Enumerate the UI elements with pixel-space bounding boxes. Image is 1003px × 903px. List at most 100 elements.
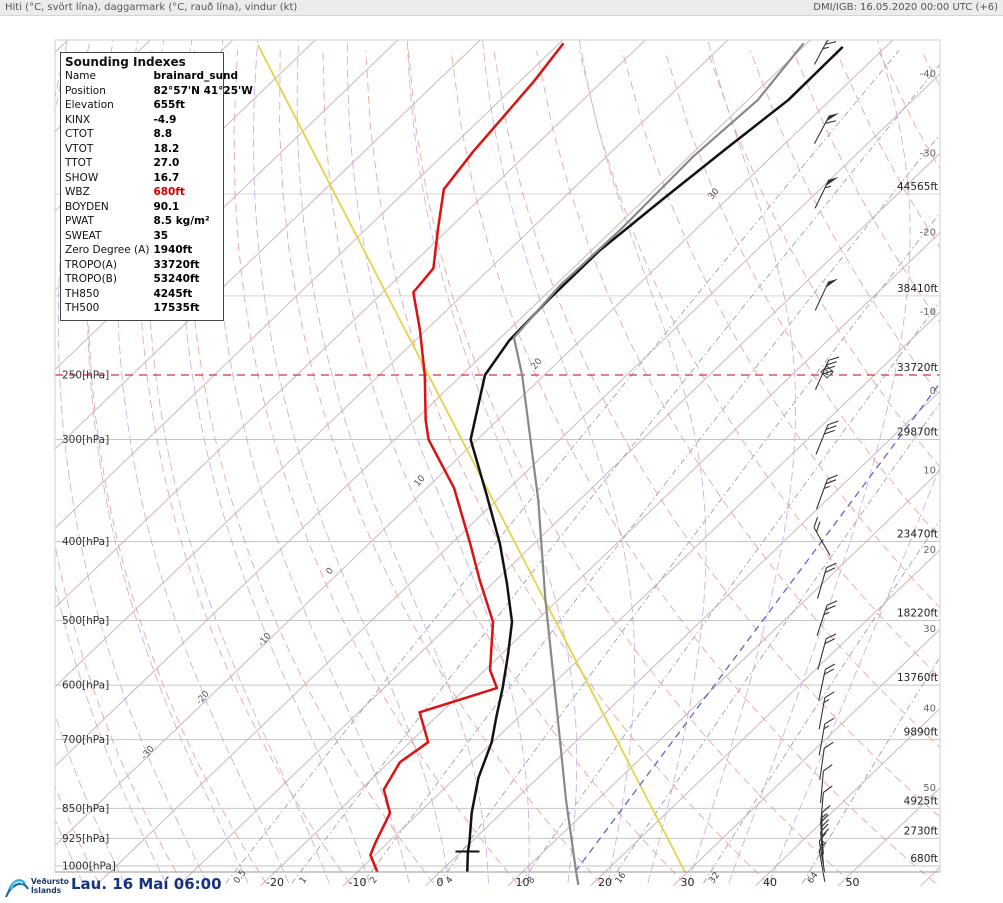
index-row: TROPO(B) 53240ft <box>65 273 253 288</box>
index-label: SHOW <box>65 171 99 184</box>
isotherm-line <box>672 628 940 886</box>
isotherm-line <box>755 707 940 886</box>
mixing-ratio-label: 1 <box>298 875 309 885</box>
temp-tick-labels-group: -20 -10 0 10 20 30 40 50 <box>266 876 859 889</box>
wind-barb <box>820 764 833 803</box>
moist-adiabat-line <box>55 713 125 884</box>
wind-barb <box>815 420 839 455</box>
index-label: Position <box>65 84 106 97</box>
pressure-labels-group: 250[hPa] 300[hPa] 400[hPa] 500[hPa] 600[hPa]… <box>62 369 116 872</box>
index-row: SHOW 16.7 <box>65 172 253 187</box>
dry-adiabat-line <box>233 50 518 884</box>
index-value: 8.8 <box>153 128 173 140</box>
dry-adiabat-line <box>279 50 602 884</box>
mixing-ratio-line <box>703 519 940 884</box>
index-label: CTOT <box>65 128 94 140</box>
isotherm-right-label: -20 <box>920 228 936 239</box>
index-label: VTOT <box>65 142 94 155</box>
isotherm-line <box>507 469 940 886</box>
mixing-ratio-label: 4 <box>444 875 456 886</box>
dry-adiabat-line <box>186 50 434 884</box>
vedurstofa-logo-icon: Veðurstofa Íslands <box>5 877 77 898</box>
moist-adiabat-line <box>296 40 489 884</box>
mixing-ratio-label: 8 <box>526 875 538 886</box>
isotherm-right-labels-group: -40 -30 -20 -10 0 10 20 30 40 50 <box>920 69 936 794</box>
wind-barb <box>818 841 827 882</box>
index-label: Name <box>65 70 96 82</box>
isotherm-line <box>55 40 481 450</box>
header-right-label: DMI/IGB: 16.05.2020 00:00 UTC (+6) <box>813 2 998 13</box>
wind-barb <box>816 474 838 510</box>
isotherm-line <box>55 40 564 529</box>
altitude-label: 23470ft <box>897 528 938 540</box>
wind-barb <box>819 741 834 781</box>
wind-barb <box>814 278 839 311</box>
adiabat-label: 0 <box>325 566 337 577</box>
index-row: WBZ 680ft <box>65 186 253 201</box>
altitude-label: 680ft <box>910 853 938 865</box>
index-row: SWEAT 35 <box>65 230 253 245</box>
isotherm-right-label: 20 <box>923 545 936 556</box>
index-value: 33720ft <box>153 258 200 271</box>
pressure-label: 700[hPa] <box>62 734 109 746</box>
altitude-label: 13760ft <box>897 672 938 684</box>
dry-adiabats-group <box>0 50 1003 884</box>
mixing-ratio-labels-group: 0.5 1 2 4 8 16 32 64 <box>232 868 821 885</box>
isotherm-right-label: -10 <box>920 307 936 318</box>
index-label: SWEAT <box>65 229 102 242</box>
index-label: TROPO(A) <box>65 258 117 271</box>
index-value: 35 <box>153 229 169 242</box>
temp-tick-label: -20 <box>266 876 284 889</box>
isotherm-line <box>55 40 646 609</box>
moist-adiabat-line <box>768 465 940 884</box>
index-label: Zero Degree (A) <box>65 244 150 256</box>
altitude-label: 9890ft <box>904 727 938 739</box>
dry-adiabat-line <box>450 50 936 884</box>
vedurstofa-logo: Veðurstofa Íslands <box>5 871 77 903</box>
index-label: KINX <box>65 113 91 126</box>
moist-adiabat-line <box>0 32 41 883</box>
index-value: 655ft <box>153 99 185 111</box>
index-value: 8.5 kg/m² <box>153 215 210 227</box>
isotherm-line <box>55 40 811 767</box>
mixing-ratio-label: 64 <box>806 870 821 885</box>
moist-adiabat-line <box>55 40 167 884</box>
mixing-ratio-line <box>520 300 940 884</box>
index-value: 82°57'N 41°25'W <box>153 84 253 97</box>
index-row: Zero Degree (A) 1940ft <box>65 244 253 259</box>
dry-adiabat-line <box>0 50 15 883</box>
index-value: 27.0 <box>153 157 180 169</box>
moist-adiabat-line <box>347 40 530 884</box>
moist-adiabats-group <box>0 32 940 884</box>
index-label: TH850 <box>65 287 100 300</box>
isotherm-right-label: 50 <box>923 783 936 794</box>
index-row: TH500 17535ft <box>65 302 253 317</box>
dry-adiabat-line <box>55 50 183 884</box>
isotherm-line <box>260 231 940 886</box>
moist-adiabat-line <box>687 40 797 884</box>
index-row: VTOT 18.2 <box>65 143 253 158</box>
index-label: TROPO(B) <box>65 273 117 285</box>
moist-adiabat-line <box>728 40 911 884</box>
temp-tick-label: -10 <box>349 876 367 889</box>
isotherm-line <box>55 40 399 371</box>
isotherm-right-label: 40 <box>923 704 936 715</box>
isotherm-line <box>55 40 894 847</box>
index-value: brainard_sund <box>153 70 239 82</box>
mixing-ratio-line <box>362 133 940 884</box>
dry-adiabat-line <box>964 50 1003 883</box>
moist-adiabat-line <box>116 40 290 884</box>
isotherm-right-label: -30 <box>920 148 936 159</box>
header-left-label: Hiti (°C, svört lína), daggarmark (°C, r… <box>5 2 298 13</box>
index-value: 53240ft <box>153 273 200 285</box>
index-value: 18.2 <box>153 142 180 155</box>
sounding-indexes-table: Name brainard_sund Position 82°57'N 41°25'W… <box>65 70 253 317</box>
isotherm-right-label: 10 <box>923 466 936 477</box>
temp-tick-label: 10 <box>516 876 530 889</box>
dry-adiabat-line <box>322 50 685 884</box>
isotherm-line <box>55 40 729 688</box>
altitude-label: 33720ft <box>897 362 938 374</box>
yellow-reference-line <box>257 44 686 873</box>
mixing-ratio-label: 2 <box>368 875 379 885</box>
